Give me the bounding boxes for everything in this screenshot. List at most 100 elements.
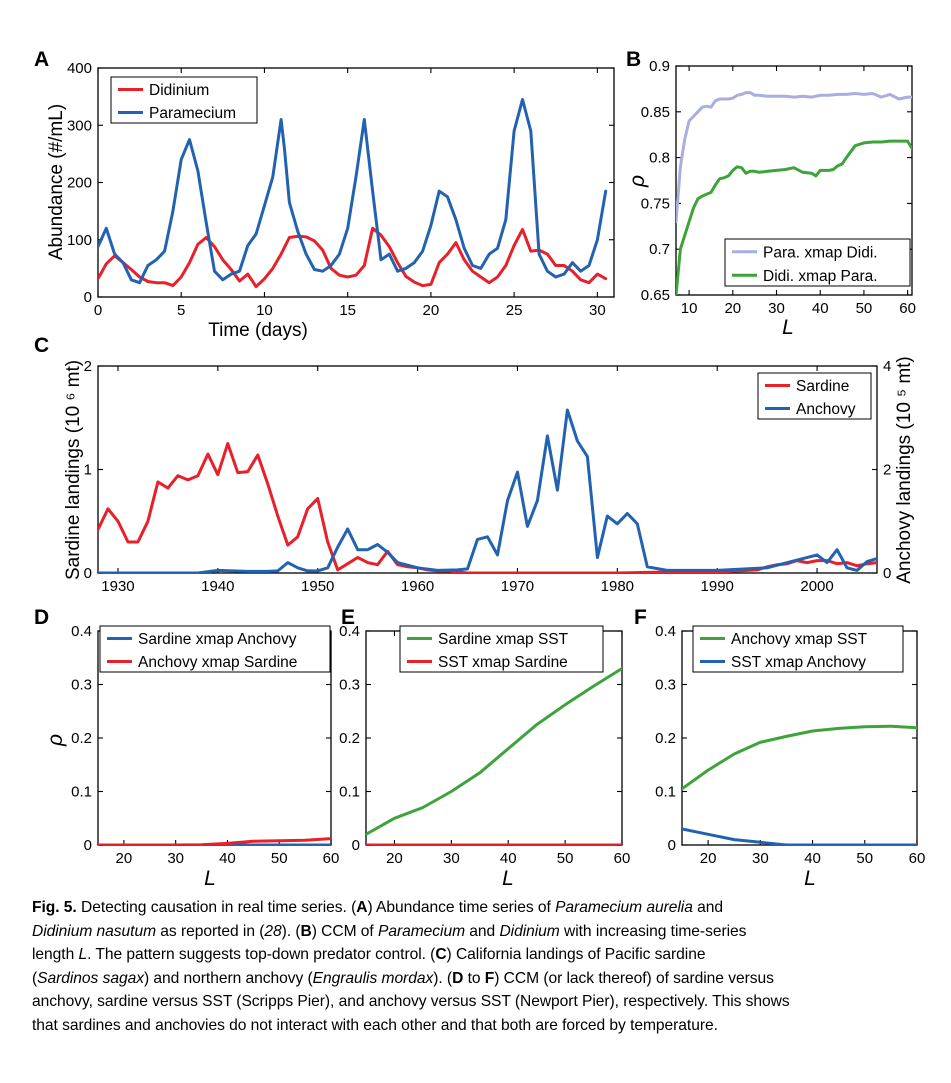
panel-label: C	[34, 334, 49, 357]
panel-label: D	[34, 606, 49, 629]
panel-f: F 20 30 40 50 60 0 0.1 0.2 0.3 0.4 L Anchovy xmap SS…	[634, 606, 925, 890]
legend-entry: Didinium	[149, 82, 209, 99]
caption-text: ) and northern anchovy (	[143, 969, 313, 987]
caption-line: (Sardinos sagax) and northern anchovy (E…	[32, 967, 922, 991]
x-tick-label: 1980	[601, 578, 634, 595]
caption-line: Didinium nasutum as reported in (28). (B…	[32, 920, 922, 944]
series-line-sardine-xmap-sst	[366, 667, 622, 836]
caption-text: as reported in (	[156, 922, 265, 940]
caption-text: and	[465, 922, 500, 940]
y-tick-label: 0.7	[649, 241, 670, 258]
legend-entry: Sardine xmap Anchovy	[138, 631, 297, 648]
y-tick-label: 0.3	[71, 677, 92, 694]
x-tick-label: 60	[614, 850, 631, 867]
legend: Sardine Anchovy	[757, 372, 872, 420]
legend-entry: Anchovy xmap Sardine	[138, 654, 297, 671]
series-line-paramecium	[98, 98, 608, 285]
y-tick-label: 300	[67, 117, 92, 134]
x-tick-label: 40	[219, 850, 236, 867]
x-tick-label: 30	[167, 850, 184, 867]
caption-bold-text: A	[356, 899, 368, 916]
caption-text: and	[692, 899, 724, 916]
caption-italic-text: Sardinos sagax	[37, 969, 144, 987]
y-tick-label: 0	[84, 289, 92, 306]
caption-bold-text: D	[452, 969, 464, 987]
legend-entry: SST xmap Anchovy	[731, 654, 866, 671]
y-tick-label: 0	[668, 837, 676, 854]
panel-e: E 20 30 40 50 60 0 0.1 0.2 0.3 0.4 L Sardine xmap SS…	[339, 606, 630, 890]
caption-bold-text: F	[484, 969, 495, 987]
caption-italic-text: Paramecium	[377, 922, 466, 940]
y-tick-label: 0.1	[339, 784, 360, 801]
x-tick-label: 2000	[800, 578, 833, 595]
x-tick-label: 15	[339, 302, 356, 319]
x-axis-label: L	[204, 867, 216, 890]
series-line-sardine	[98, 442, 877, 573]
caption-bold-text: B	[300, 922, 312, 940]
x-tick-label: 10	[256, 302, 273, 319]
panel-label: E	[341, 606, 355, 629]
y-tick-label: 100	[67, 232, 92, 249]
x-tick-label: 30	[443, 850, 460, 867]
y-axis-label: ρ	[626, 175, 649, 188]
caption-line: anchovy, sardine versus SST (Scripps Pie…	[32, 990, 922, 1014]
x-tick-label: 30	[768, 300, 785, 317]
y-tick-label: 400	[67, 60, 92, 77]
y-tick-label: 0.75	[641, 195, 670, 212]
x-tick-label: 50	[557, 850, 574, 867]
legend: Sardine xmap SST SST xmap Sardine	[399, 625, 604, 673]
caption-text: ) CCM (or lack thereof) of sardine versu…	[494, 969, 774, 987]
legend: Anchovy xmap SST SST xmap Anchovy	[692, 625, 904, 673]
y-tick-label: 0.65	[641, 287, 670, 304]
panel-label: F	[634, 606, 647, 629]
legend: Didinium Paramecium	[110, 76, 258, 124]
legend-entry: SST xmap Sardine	[438, 654, 568, 671]
caption-text: anchovy, sardine versus SST (Scripps Pie…	[32, 993, 790, 1011]
y-axis-label: ρ	[44, 734, 67, 747]
series-line-sst-xmap-anchovy	[682, 827, 917, 845]
y-right-tick-label: 4	[883, 358, 891, 375]
caption-text: . The pattern suggests top-down predator…	[87, 946, 436, 964]
caption-italic-text: Engraulis mordax	[312, 969, 434, 987]
caption-text: ). (	[281, 922, 301, 940]
x-axis-label: Time (days)	[208, 320, 308, 341]
caption-italic-text: Didinium nasutum	[32, 922, 157, 940]
x-tick-label: 40	[812, 300, 829, 317]
x-tick-label: 1960	[401, 578, 434, 595]
legend-entry: Didi. xmap Para.	[763, 268, 878, 285]
caption-italic-text: 28	[264, 922, 282, 940]
caption-text: ) California landings of Pacific sardine	[446, 946, 706, 964]
x-tick-label: 20	[423, 302, 440, 319]
caption-text: with increasing time-series	[559, 922, 747, 940]
x-axis-label: L	[502, 867, 514, 890]
y-tick-label: 0.4	[339, 623, 360, 640]
y-axis-label: Abundance (#/mL)	[46, 104, 67, 260]
x-tick-label: 10	[681, 300, 698, 317]
legend-entry: Anchovy xmap SST	[731, 631, 868, 648]
y-tick-label: 0.3	[655, 677, 676, 694]
x-tick-label: 60	[323, 850, 340, 867]
caption-line: that sardines and anchovies do not inter…	[32, 1014, 922, 1038]
x-tick-label: 5	[177, 302, 185, 319]
x-tick-label: 20	[700, 850, 717, 867]
caption-text: (	[32, 969, 38, 987]
y-right-tick-label: 0	[883, 565, 891, 582]
y-tick-label: 0.2	[71, 730, 92, 747]
caption-italic-text: Paramecium aurelia	[555, 899, 693, 916]
y-tick-label: 0.2	[339, 730, 360, 747]
caption-text: length	[32, 946, 79, 964]
series-line-didi-xmap-para	[676, 139, 912, 295]
caption-text: ). (	[433, 969, 453, 987]
x-tick-label: 30	[589, 302, 606, 319]
panel-label: B	[626, 48, 641, 71]
y-tick-label: 1	[84, 462, 92, 479]
x-tick-label: 1950	[301, 578, 334, 595]
caption-text: Detecting causation in real time series.…	[76, 899, 357, 916]
x-tick-label: 20	[724, 300, 741, 317]
x-axis-label: L	[782, 316, 794, 339]
panel-b: B 10 20 30 40 50 60 0.65 0.7 0.75 0.8 0.85 0.9 Lρ Para…	[626, 48, 916, 339]
caption-text: ) Abundance time series of	[367, 899, 556, 916]
legend-box	[757, 372, 872, 420]
